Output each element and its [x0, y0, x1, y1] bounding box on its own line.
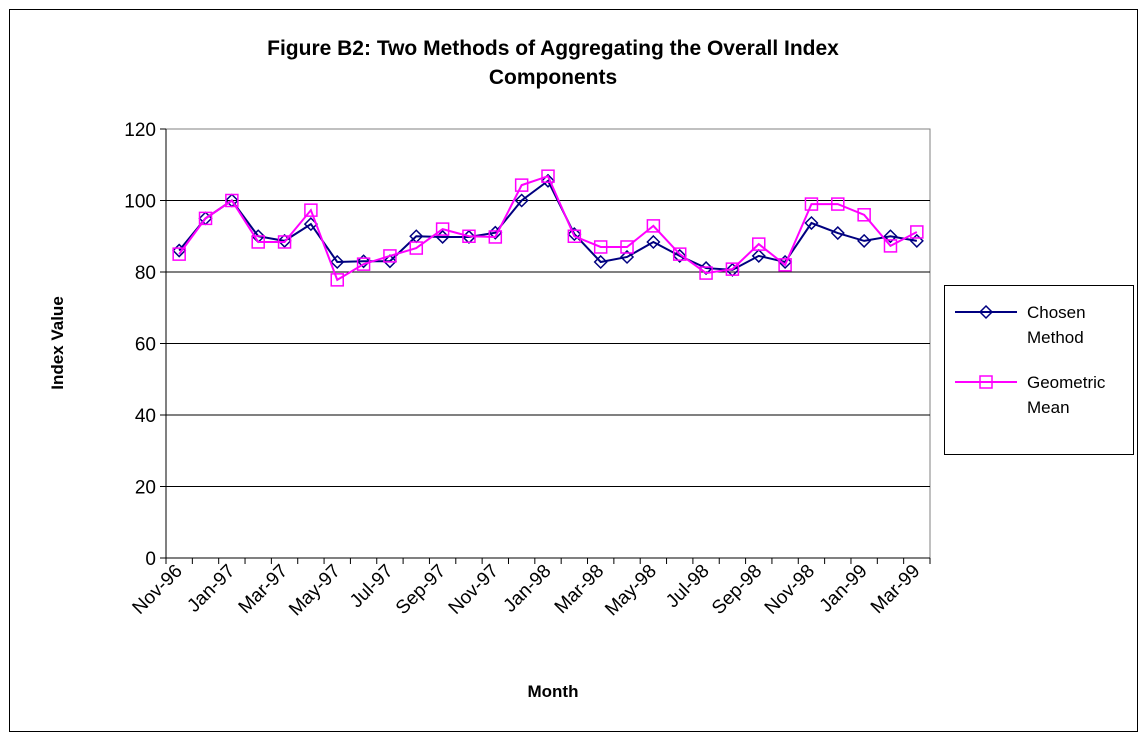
marker	[646, 219, 661, 233]
marker	[857, 208, 871, 222]
marker	[488, 230, 503, 244]
marker	[778, 254, 793, 270]
marker	[330, 273, 344, 287]
marker	[910, 225, 924, 239]
marker	[831, 197, 845, 211]
marker	[567, 229, 582, 243]
marker	[541, 169, 555, 183]
legend-item: Geometric Mean	[953, 370, 1133, 422]
marker	[172, 247, 186, 261]
x-axis-label: Month	[528, 682, 579, 701]
marker	[672, 247, 687, 261]
marker	[672, 248, 687, 263]
marker	[567, 227, 582, 242]
legend-swatch	[955, 375, 1017, 389]
chart-title: Figure B2: Two Methods of Aggregating th…	[267, 37, 839, 89]
marker	[409, 241, 424, 255]
marker	[883, 239, 898, 253]
marker	[277, 235, 292, 249]
y-tick-label: 40	[135, 406, 156, 427]
legend-item: Chosen Method	[953, 300, 1133, 352]
marker	[277, 233, 292, 248]
marker	[830, 225, 845, 241]
marker	[752, 237, 766, 251]
marker	[514, 178, 529, 192]
legend-label: Chosen Method	[1027, 303, 1086, 347]
marker	[857, 233, 872, 248]
legend-label: Geometric Mean	[1027, 373, 1106, 417]
marker	[804, 215, 819, 231]
marker	[514, 193, 529, 208]
marker	[435, 222, 450, 236]
marker	[593, 254, 608, 270]
marker	[540, 173, 556, 188]
marker	[699, 266, 713, 280]
marker	[725, 262, 740, 276]
marker	[383, 249, 397, 263]
marker	[909, 233, 924, 248]
marker	[593, 240, 608, 254]
marker	[778, 258, 792, 272]
marker	[619, 249, 635, 265]
y-axis-label: Index Value	[48, 296, 67, 390]
marker	[979, 375, 993, 389]
legend: Chosen Method Geometric Mean	[944, 285, 1134, 455]
marker	[198, 211, 213, 226]
series-line	[178, 174, 918, 282]
marker	[620, 240, 634, 254]
marker	[330, 254, 345, 270]
y-tick-label: 0	[145, 549, 156, 570]
marker	[462, 229, 476, 243]
legend-swatch	[955, 304, 1017, 320]
y-tick-label: 20	[135, 478, 156, 499]
series-line	[178, 179, 918, 271]
y-tick-label: 120	[124, 120, 156, 141]
marker	[804, 197, 819, 211]
marker	[978, 304, 994, 320]
marker	[751, 248, 766, 263]
marker	[356, 254, 371, 269]
y-tick-label: 60	[135, 335, 156, 356]
marker	[382, 254, 397, 269]
marker	[225, 193, 239, 208]
marker	[251, 235, 265, 249]
y-tick-label: 100	[124, 192, 156, 213]
marker	[304, 203, 318, 217]
marker	[646, 234, 661, 250]
marker	[356, 257, 371, 271]
marker	[883, 229, 898, 244]
y-tick-label: 80	[135, 263, 156, 284]
